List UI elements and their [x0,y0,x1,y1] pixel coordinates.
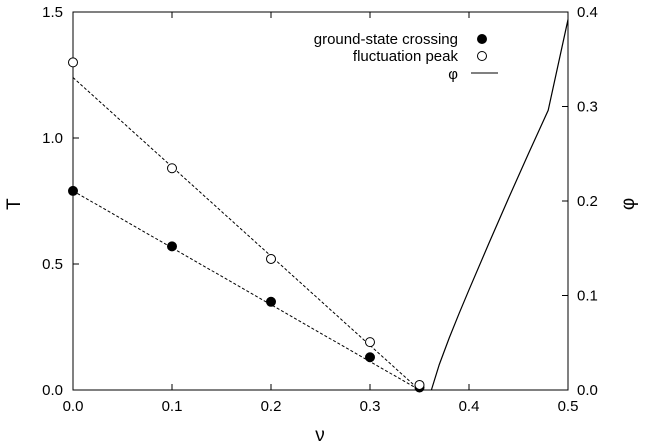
x-tick-label-3: 0.3 [360,398,381,415]
legend: ground-state crossing fluctuation peak φ [314,31,498,83]
legend-marker-fluctuation-peak [477,51,487,61]
y-tick-label-1: 0.5 [42,256,63,273]
fluctuation-peak-point-4 [414,379,425,390]
legend-label-phi: φ [448,66,458,83]
ground-state-point-0 [68,185,78,196]
x-axis-title: ν [315,425,325,445]
x-tick-label-1: 0.1 [162,398,183,415]
phi-curve-group [430,19,569,391]
legend-marker-ground-state-crossing [477,34,487,44]
legend-label-fluctuation-peak: fluctuation peak [353,48,459,65]
y2-axis-title: φ [618,198,639,210]
x-tick-label-5: 0.5 [558,398,579,415]
ground-state-point-3 [365,352,375,363]
y2-tick-label-2: 0.2 [577,193,598,210]
y-tick-label-3: 1.5 [42,4,63,21]
fit-line-0 [72,190,420,391]
axis-ticks: 0.0 0.1 0.2 0.3 0.4 0.50.00.51.01.50.00.10.20… [42,4,598,415]
y2-tick-label-1: 0.1 [577,288,598,305]
ground-state-point-2 [266,296,276,307]
x-tick-label-2: 0.2 [261,398,282,415]
dashed-fit-lines [72,77,420,391]
fluctuation-peak-point-0 [68,57,78,68]
legend-label-ground-state-crossing: ground-state crossing [314,31,458,48]
y2-tick-label-0: 0.0 [577,382,598,399]
data-points [68,57,425,393]
y-axis-title: T [4,198,25,210]
y-tick-label-0: 0.0 [42,382,63,399]
x-tick-label-0: 0.0 [63,398,84,415]
y-tick-label-2: 1.0 [42,130,63,147]
y2-tick-label-3: 0.3 [577,99,598,116]
phi-curve [430,19,569,391]
y2-tick-label-4: 0.4 [577,4,598,21]
fluctuation-peak-point-3 [365,337,375,348]
fit-line-1 [72,77,420,391]
ground-state-point-1 [167,241,177,252]
fluctuation-peak-point-1 [167,163,177,174]
x-tick-label-4: 0.4 [459,398,480,415]
fluctuation-peak-point-2 [266,253,276,264]
